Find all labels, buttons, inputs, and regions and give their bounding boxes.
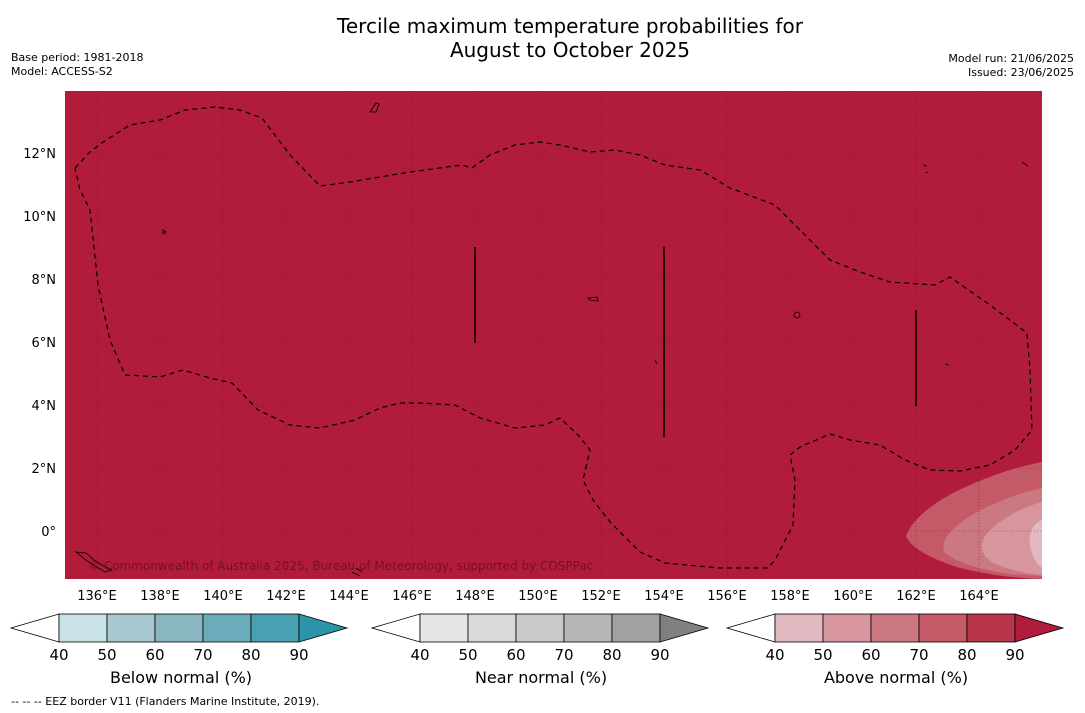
x-tick-label: 150°E [518, 589, 558, 604]
y-tick-label: 6°N [32, 336, 57, 351]
colorbar-tick-label: 60 [506, 646, 525, 664]
colorbar-tick-label: 50 [458, 646, 477, 664]
colorbar-tick-label: 70 [193, 646, 212, 664]
x-tick-label: 152°E [581, 589, 621, 604]
x-tick-label: 140°E [203, 589, 243, 604]
colorbar-tick-label: 80 [602, 646, 621, 664]
title-line-1: Tercile maximum temperature probabilitie… [337, 14, 803, 38]
colorbar-tick-label: 50 [813, 646, 832, 664]
colorbar-tick-label: 60 [145, 646, 164, 664]
y-tick-label: 12°N [23, 147, 56, 162]
colorbar-tick-label: 60 [861, 646, 880, 664]
y-tick-label: 10°N [23, 210, 56, 225]
map-background [65, 91, 1042, 579]
colorbar-title-above: Above normal (%) [823, 668, 969, 687]
colorbar-tick-label: 90 [650, 646, 669, 664]
y-tick-label: 2°N [32, 462, 57, 477]
colorbar-title-near: Near normal (%) [474, 668, 608, 687]
colorbar-below: 40 50 60 70 80 90 [9, 613, 349, 664]
y-tick-label: 4°N [32, 399, 57, 414]
y-axis-ticks: 12°N 10°N 8°N 6°N 4°N 2°N 0° [23, 147, 56, 540]
meta-left: Base period: 1981-2018 Model: ACCESS-S2 [11, 51, 143, 79]
title-line-2: August to October 2025 [449, 38, 691, 62]
x-tick-label: 148°E [455, 589, 495, 604]
colorbar-near: 40 50 60 70 80 90 [370, 613, 710, 664]
small-islands [74, 102, 1029, 577]
island-chains [474, 247, 917, 437]
colorbar-tick-label: 70 [909, 646, 928, 664]
x-tick-label: 142°E [266, 589, 306, 604]
y-tick-label: 8°N [32, 273, 57, 288]
colorbar-tick-label: 90 [289, 646, 308, 664]
colorbar-tick-label: 80 [241, 646, 260, 664]
map-title: Tercile maximum temperature probabilitie… [0, 14, 1085, 62]
meta-right: Model run: 21/06/2025 Issued: 23/06/2025 [948, 52, 1074, 80]
issued-date: Issued: 23/06/2025 [967, 66, 1074, 79]
anomaly-shading [906, 462, 1042, 579]
colorbar-tick-label: 90 [1005, 646, 1024, 664]
colorbars: 40 50 60 70 80 90 40 50 60 70 80 90 40 50 60 70 80 90 [9, 613, 1065, 664]
x-tick-label: 156°E [707, 589, 747, 604]
x-tick-label: 164°E [959, 589, 999, 604]
base-period: Base period: 1981-2018 [11, 51, 144, 64]
x-tick-label: 160°E [833, 589, 873, 604]
x-tick-label: 138°E [140, 589, 180, 604]
x-axis-ticks: 136°E 138°E 140°E 142°E 144°E 146°E 148°E 150°E… [77, 589, 999, 604]
copyright-note: © Commonwealth of Australia 2025, Bureau… [88, 559, 593, 573]
colorbar-tick-label: 50 [97, 646, 116, 664]
x-tick-label: 162°E [896, 589, 936, 604]
colorbar-tick-label: 70 [554, 646, 573, 664]
eez-footnote: -- -- -- EEZ border V11 (Flanders Marine… [11, 695, 320, 708]
model-run: Model run: 21/06/2025 [948, 52, 1074, 65]
colorbar-title-below: Below normal (%) [109, 668, 253, 687]
y-tick-label: 0° [41, 525, 56, 540]
model-name: Model: ACCESS-S2 [11, 65, 113, 78]
x-tick-label: 154°E [644, 589, 684, 604]
colorbar-above: 40 50 60 70 80 90 [725, 613, 1065, 664]
colorbar-tick-label: 40 [49, 646, 68, 664]
colorbar-tick-label: 40 [765, 646, 784, 664]
x-tick-label: 158°E [770, 589, 810, 604]
x-tick-label: 146°E [392, 589, 432, 604]
colorbar-tick-label: 80 [957, 646, 976, 664]
x-tick-label: 136°E [77, 589, 117, 604]
colorbar-tick-label: 40 [410, 646, 429, 664]
eez-border [74, 106, 1033, 569]
x-tick-label: 144°E [329, 589, 369, 604]
